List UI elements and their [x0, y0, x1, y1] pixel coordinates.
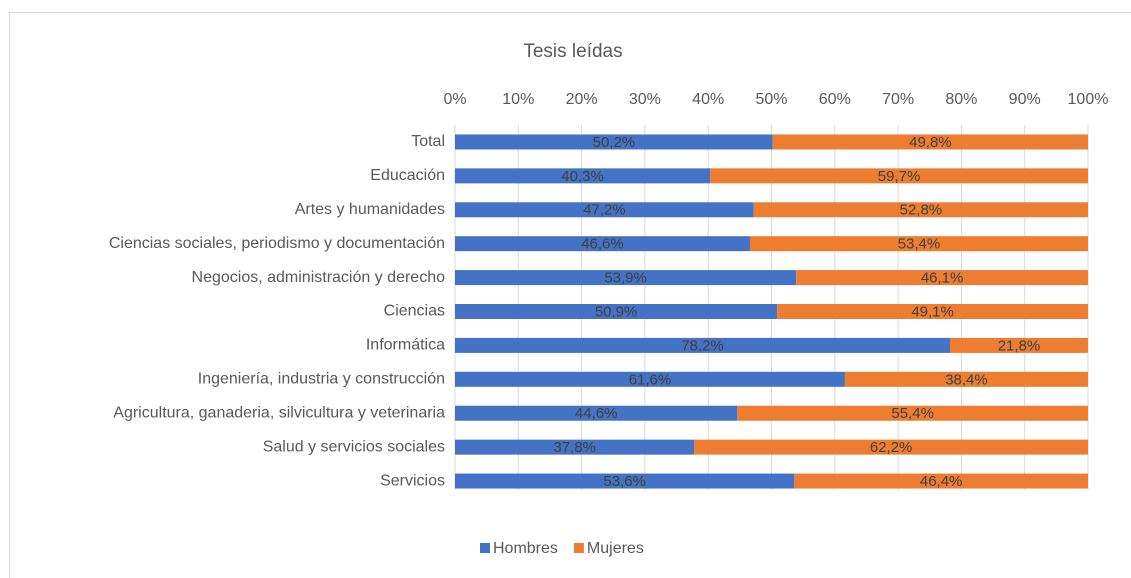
data-label: 21,8% — [998, 337, 1041, 354]
x-tick-label: 70% — [882, 91, 914, 108]
legend-label: Hombres — [493, 540, 558, 557]
data-label: 49,8% — [909, 134, 952, 151]
bar-segment — [455, 202, 754, 218]
data-label: 49,1% — [911, 303, 954, 320]
data-label: 53,9% — [604, 270, 647, 287]
bar-segment — [455, 337, 951, 353]
bar-segment — [749, 236, 1088, 252]
y-tick-label: Artes y humanidades — [295, 201, 445, 218]
x-tick-label: 40% — [692, 91, 724, 108]
x-tick-label: 20% — [566, 91, 598, 108]
bar-segment — [710, 168, 1088, 184]
bar-segment — [844, 371, 1088, 387]
x-tick-label: 100% — [1068, 91, 1109, 108]
x-tick-label: 80% — [945, 91, 977, 108]
bar-segment — [455, 439, 695, 455]
chart-frame — [9, 12, 1131, 578]
bar-segment — [455, 371, 845, 387]
y-tick-label: Salud y servicios sociales — [263, 438, 445, 455]
y-tick-label: Ingeniería, industria y construcción — [198, 371, 445, 388]
data-label: 40,3% — [561, 168, 604, 185]
y-tick-label: Educación — [370, 167, 445, 184]
data-label: 62,2% — [870, 439, 913, 456]
data-label: 44,6% — [575, 405, 618, 422]
chart-title: Tesis leídas — [523, 41, 622, 62]
bar-segment — [455, 304, 778, 319]
x-tick-label: 90% — [1009, 91, 1041, 108]
data-label: 46,1% — [921, 270, 964, 287]
data-label: 61,6% — [629, 371, 672, 388]
x-tick-label: 0% — [443, 91, 466, 108]
bar-segment — [455, 473, 795, 489]
legend-swatch — [573, 543, 584, 553]
x-tick-label: 10% — [502, 91, 534, 108]
x-tick-label: 30% — [629, 91, 661, 108]
data-label: 46,4% — [920, 473, 963, 490]
bar-segment — [737, 405, 1088, 421]
data-label: 59,7% — [878, 168, 921, 185]
data-label: 55,4% — [891, 405, 934, 422]
bar-segment — [796, 270, 1088, 286]
bar-segment — [950, 337, 1088, 353]
bar-segment — [694, 439, 1088, 455]
y-tick-label: Total — [411, 133, 445, 150]
y-tick-label: Servicios — [380, 472, 445, 489]
bar-segment — [455, 134, 773, 150]
y-tick-label: Agricultura, ganaderia, silvicultura y v… — [113, 404, 445, 421]
x-tick-label: 60% — [819, 91, 851, 108]
data-label: 53,4% — [898, 236, 941, 253]
y-tick-label: Ciencias sociales, periodismo y document… — [109, 235, 445, 252]
bar-segment — [777, 304, 1088, 319]
y-tick-label: Informática — [366, 337, 445, 354]
x-tick-label: 50% — [755, 91, 787, 108]
bar-segment — [753, 202, 1088, 218]
bar-segment — [455, 236, 750, 252]
data-label: 78,2% — [681, 337, 724, 354]
y-tick-label: Negocios, administración y derecho — [192, 269, 446, 286]
data-label: 47,2% — [583, 202, 626, 219]
bar-segment — [455, 405, 738, 421]
bar-segment — [772, 134, 1088, 150]
legend-label: Mujeres — [587, 540, 644, 557]
y-tick-label: Ciencias — [384, 303, 445, 320]
data-label: 53,6% — [603, 473, 646, 490]
data-label: 38,4% — [945, 371, 988, 388]
data-label: 52,8% — [900, 202, 943, 219]
bar-segment — [455, 168, 711, 184]
data-label: 37,8% — [553, 439, 596, 456]
legend-swatch — [480, 543, 490, 553]
data-label: 50,9% — [595, 303, 638, 320]
bar-segment — [455, 270, 797, 286]
data-label: 46,6% — [581, 236, 624, 253]
bar-segment — [794, 473, 1088, 489]
data-label: 50,2% — [593, 134, 636, 151]
